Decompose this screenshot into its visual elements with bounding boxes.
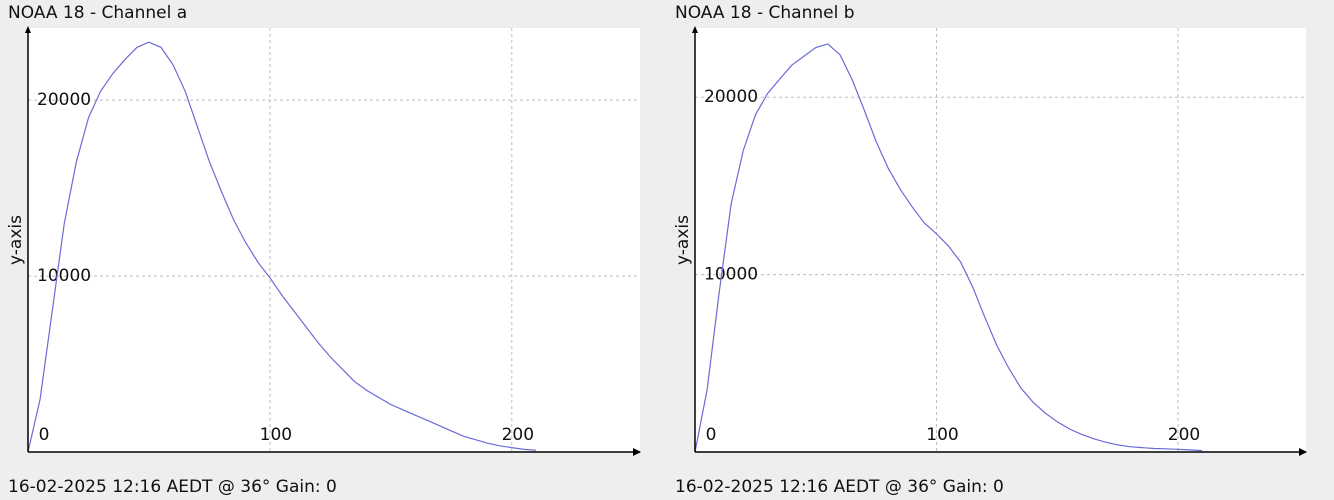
axis-arrow	[25, 26, 31, 33]
y-tick-label: 20000	[37, 90, 91, 110]
caption: 16-02-2025 12:16 AEDT @ 36° Gain: 0	[675, 477, 1004, 497]
axis-arrow	[633, 448, 641, 456]
caption: 16-02-2025 12:16 AEDT @ 36° Gain: 0	[8, 477, 337, 497]
x-tick-label: 100	[260, 425, 292, 445]
x-tick-label: 0	[39, 425, 50, 445]
x-tick-label: 200	[502, 425, 534, 445]
plot-area	[28, 28, 640, 452]
data-line	[694, 43, 1203, 453]
chart-title: NOAA 18 - Channel b	[675, 3, 855, 23]
y-tick-label: 10000	[37, 266, 91, 286]
x-tick-label: 200	[1168, 425, 1200, 445]
data-line	[27, 41, 537, 453]
axis-arrow	[1299, 448, 1307, 456]
plot-area	[695, 28, 1306, 452]
axis-arrow	[692, 26, 698, 33]
x-tick-label: 0	[706, 425, 717, 445]
y-tick-label: 10000	[704, 265, 758, 285]
y-tick-label: 20000	[704, 87, 758, 107]
x-tick-label: 100	[926, 425, 958, 445]
chart-title: NOAA 18 - Channel a	[8, 3, 187, 23]
y-axis-label: y-axis	[6, 215, 26, 265]
y-axis-label: y-axis	[673, 215, 693, 265]
